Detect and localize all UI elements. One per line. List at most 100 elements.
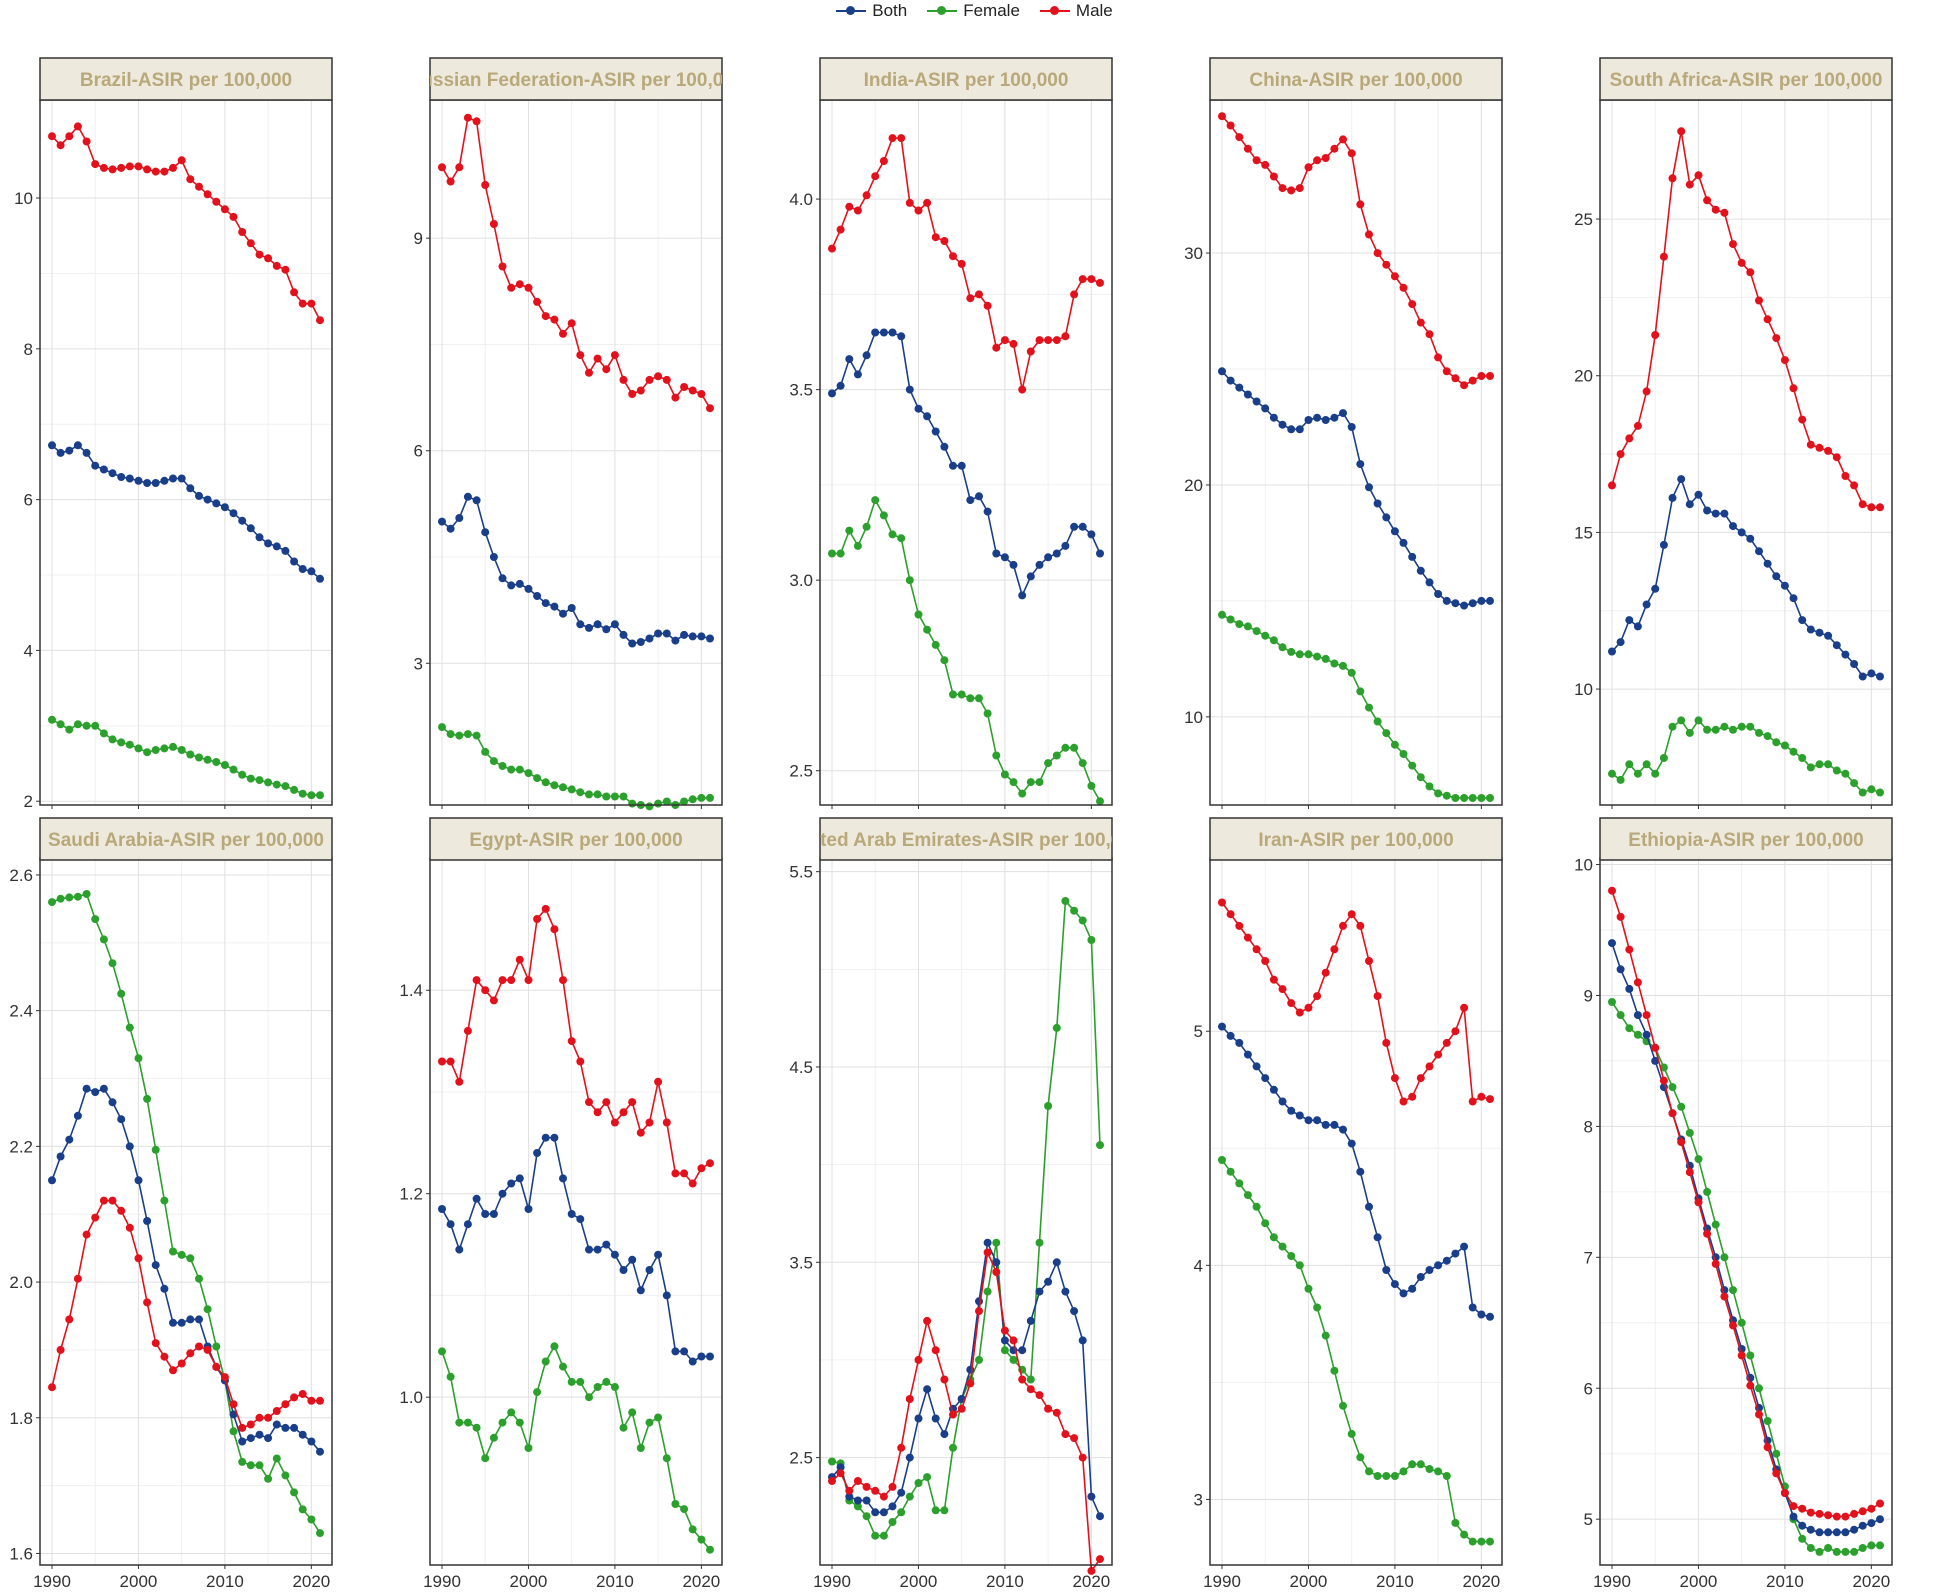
data-point-male xyxy=(541,904,550,913)
data-point-male xyxy=(212,1362,221,1371)
data-point-both xyxy=(290,557,299,566)
data-point-female xyxy=(1755,1384,1763,1393)
data-point-female xyxy=(1486,1537,1494,1546)
data-point-both xyxy=(1096,1512,1104,1521)
data-point-male xyxy=(1235,133,1244,142)
panel-title: Saudi Arabia-ASIR per 100,000 xyxy=(48,830,324,851)
data-point-male xyxy=(688,1179,697,1188)
data-point-female xyxy=(1477,1537,1486,1546)
data-point-male xyxy=(1304,163,1313,172)
data-point-male xyxy=(992,1268,1001,1276)
data-point-male xyxy=(654,1077,663,1086)
panel-border xyxy=(1599,99,1893,806)
data-point-male xyxy=(203,190,212,199)
data-point-male xyxy=(1218,898,1226,907)
data-point-male xyxy=(853,206,862,215)
data-point-male xyxy=(1858,1507,1867,1516)
data-point-male xyxy=(82,137,91,146)
data-point-both xyxy=(1269,1085,1278,1094)
data-point-female xyxy=(636,1444,645,1452)
y-tick-label: 20 xyxy=(1574,367,1593,386)
data-point-male xyxy=(636,386,645,395)
data-point-male xyxy=(680,1169,689,1178)
data-point-female xyxy=(177,746,186,754)
data-point-female xyxy=(1408,761,1417,770)
data-point-female xyxy=(281,1471,290,1480)
data-point-female xyxy=(73,720,82,729)
data-point-female xyxy=(463,730,472,739)
data-point-male xyxy=(1226,910,1235,919)
data-point-female xyxy=(290,785,299,794)
data-point-male xyxy=(108,1196,117,1205)
data-point-female xyxy=(1729,1286,1737,1295)
data-point-female xyxy=(1616,1011,1625,1020)
data-point-male xyxy=(160,1352,169,1361)
data-point-female xyxy=(879,511,888,520)
data-point-female xyxy=(463,1418,472,1427)
data-point-male xyxy=(1078,1453,1087,1462)
data-point-both xyxy=(533,592,542,600)
data-point-female xyxy=(905,1492,914,1501)
data-point-female xyxy=(1633,1030,1642,1039)
panel-south-africa-asir-per-100-000: 10 15 20 25 South Africa-ASIR per 100,000 xyxy=(1574,57,1893,809)
data-point-female xyxy=(1009,778,1018,787)
data-point-male xyxy=(879,157,888,165)
data-point-both xyxy=(143,1217,152,1225)
data-point-male xyxy=(143,165,152,174)
data-point-male xyxy=(550,925,559,934)
data-point-female xyxy=(706,793,714,802)
data-point-male xyxy=(117,1206,126,1215)
data-point-female xyxy=(1642,760,1651,769)
data-point-male xyxy=(1399,1097,1408,1106)
data-point-male xyxy=(1347,149,1356,158)
panel-title: India-ASIR per 100,000 xyxy=(864,70,1069,91)
data-point-male xyxy=(654,372,663,381)
data-point-male xyxy=(446,1057,455,1066)
data-point-both xyxy=(1278,1097,1287,1106)
x-tick-label: 2000 xyxy=(1680,1572,1718,1591)
data-point-male xyxy=(220,1373,229,1382)
data-point-both xyxy=(541,1133,550,1142)
data-point-male xyxy=(1832,453,1841,462)
data-point-male xyxy=(836,1469,845,1478)
data-point-female xyxy=(1330,1366,1339,1375)
data-point-both xyxy=(1399,538,1408,547)
data-point-male xyxy=(1000,336,1009,345)
data-point-male xyxy=(1737,1351,1746,1360)
data-point-female xyxy=(533,774,542,783)
x-tick-label: 1990 xyxy=(423,1572,461,1591)
y-tick-label: 2.2 xyxy=(9,1137,33,1156)
data-point-both xyxy=(1763,559,1772,568)
data-point-both xyxy=(1832,641,1841,650)
data-point-both xyxy=(1824,631,1833,640)
data-point-male xyxy=(1087,1566,1096,1575)
data-point-female xyxy=(888,1518,897,1526)
panel-saudi-arabia-asir-per-100-000: 1.6 1.8 2.0 2.2 2.4 2.6 1990 2000 2010 2020 Saudi … xyxy=(9,817,333,1591)
data-point-both xyxy=(1625,984,1634,993)
data-point-male xyxy=(1096,1555,1104,1564)
data-point-female xyxy=(1269,1233,1278,1242)
data-point-both xyxy=(1096,549,1104,558)
series-line-both xyxy=(441,1136,710,1363)
data-point-both xyxy=(1218,1022,1226,1031)
data-point-both xyxy=(983,507,992,516)
data-point-female xyxy=(1295,1261,1304,1270)
data-point-male xyxy=(871,1486,880,1495)
data-point-male xyxy=(1000,1326,1009,1335)
data-point-female xyxy=(177,1250,186,1259)
series-line-female xyxy=(831,899,1101,1537)
data-point-female xyxy=(1434,789,1443,798)
data-point-both xyxy=(108,1098,117,1107)
data-point-both xyxy=(186,1315,195,1324)
data-point-female xyxy=(688,795,697,804)
data-point-female xyxy=(1806,1544,1815,1552)
data-point-both xyxy=(662,629,671,638)
x-tick-label: 2020 xyxy=(682,1572,720,1591)
data-point-male xyxy=(125,1223,134,1232)
series-line-female xyxy=(441,1344,711,1551)
data-point-male xyxy=(151,167,160,176)
data-point-male xyxy=(1858,500,1867,509)
data-point-both xyxy=(1876,672,1884,681)
data-point-male xyxy=(1677,127,1686,136)
data-point-male xyxy=(1044,1404,1053,1413)
